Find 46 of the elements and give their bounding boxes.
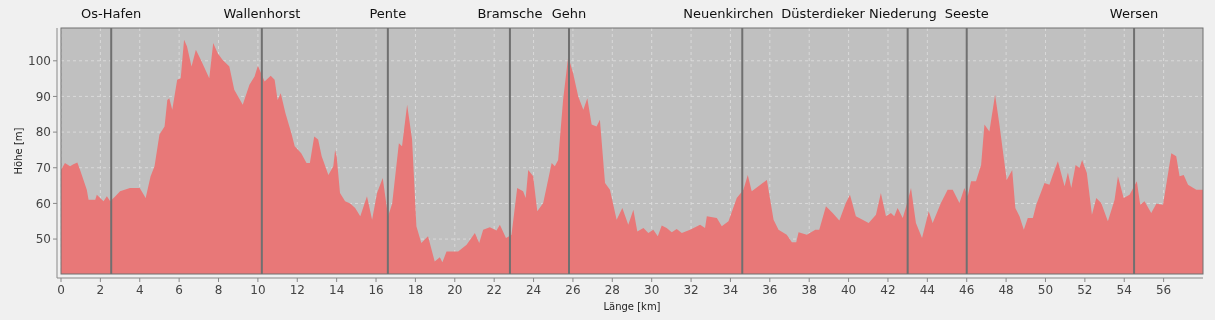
x-tick-label: 38: [801, 283, 817, 297]
ref-line-label: Seeste: [944, 6, 989, 21]
ref-line-label: Wersen: [1109, 6, 1159, 21]
ref-line-label: Os-Hafen: [81, 6, 142, 21]
x-tick-label: 50: [1037, 283, 1054, 297]
ref-line-label: Düsterdieker Niederung: [781, 6, 937, 21]
y-tick-label: 60: [35, 196, 51, 211]
x-axis-title: Länge [km]: [603, 301, 661, 312]
x-tick-label: 6: [175, 283, 183, 297]
x-tick-label: 32: [683, 283, 699, 297]
x-tick-label: 34: [722, 283, 739, 297]
x-tick-label: 30: [644, 283, 660, 297]
y-tick-label: 50: [35, 232, 51, 247]
x-tick-label: 8: [214, 283, 223, 297]
ref-line-label: Neuenkirchen: [683, 6, 774, 21]
x-tick-label: 18: [407, 283, 424, 297]
y-tick-label: 100: [28, 54, 51, 68]
x-tick-label: 36: [762, 283, 778, 297]
x-tick-label: 54: [1116, 283, 1132, 297]
x-tick-label: 2: [96, 283, 105, 297]
x-tick-label: 42: [880, 283, 896, 297]
x-tick-label: 24: [525, 283, 542, 297]
x-tick-label: 0: [57, 283, 65, 297]
x-tick-label: 22: [486, 283, 502, 297]
x-tick-label: 14: [329, 283, 345, 297]
ref-line-label: Bramsche: [477, 6, 543, 21]
x-tick-label: 26: [565, 283, 581, 297]
x-tick-label: 40: [840, 283, 857, 297]
y-tick-label: 80: [35, 125, 51, 140]
x-tick-label: 16: [368, 283, 384, 297]
x-tick-label: 28: [604, 283, 620, 297]
x-tick-label: 12: [289, 283, 305, 297]
x-tick-label: 52: [1077, 283, 1093, 297]
x-tick-label: 4: [135, 283, 144, 297]
x-tick-label: 44: [919, 283, 935, 297]
x-tick-label: 10: [250, 283, 266, 297]
x-tick-label: 46: [959, 283, 975, 297]
ref-line-label: Pente: [369, 6, 407, 21]
x-tick-label: 56: [1155, 283, 1172, 297]
ref-line-label: Gehn: [551, 6, 587, 21]
y-tick-label: 90: [35, 89, 51, 104]
y-tick-label: 70: [35, 160, 51, 175]
y-axis-title: Höhe [m]: [13, 127, 24, 175]
x-tick-label: 48: [998, 283, 1014, 297]
x-tick-label: 20: [447, 283, 463, 297]
ref-line-label: Wallenhorst: [223, 6, 301, 21]
